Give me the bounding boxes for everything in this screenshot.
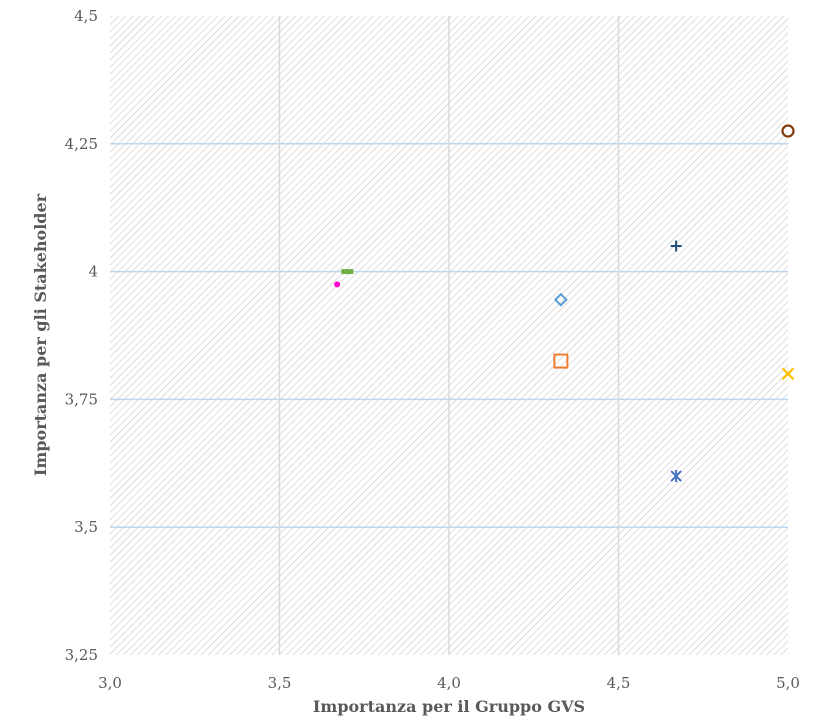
data-point-asterisk xyxy=(670,470,682,483)
data-point-plus xyxy=(670,240,682,252)
x-tick-label: 4,0 xyxy=(437,674,461,692)
gridlines xyxy=(110,16,788,655)
x-tick-label: 4,5 xyxy=(607,674,631,692)
data-point-dot xyxy=(334,281,341,288)
x-axis-title: Importanza per il Gruppo GVS xyxy=(313,697,585,716)
y-tick-label: 4,5 xyxy=(74,7,98,25)
data-point-circle xyxy=(781,124,795,138)
x-tick-label: 3,5 xyxy=(268,674,292,692)
data-point-dash xyxy=(341,269,354,275)
data-point-x xyxy=(781,367,795,381)
data-points xyxy=(334,124,795,483)
y-tick-label: 3,75 xyxy=(65,390,98,408)
x-tick-label: 5,0 xyxy=(776,674,800,692)
tick-labels: 3,25 3,5 3,75 4 4,25 4,5 3,0 3,5 4,0 4,5 5,0 xyxy=(65,7,800,692)
y-tick-label: 4,25 xyxy=(65,135,98,153)
y-tick-label: 4 xyxy=(88,263,98,281)
data-point-square xyxy=(553,353,569,369)
y-axis-title: Importanza per gli Stakeholder xyxy=(31,193,50,476)
y-tick-label: 3,25 xyxy=(65,646,98,664)
y-tick-label: 3,5 xyxy=(74,518,98,536)
data-point-diamond xyxy=(553,292,568,307)
x-tick-label: 3,0 xyxy=(98,674,122,692)
